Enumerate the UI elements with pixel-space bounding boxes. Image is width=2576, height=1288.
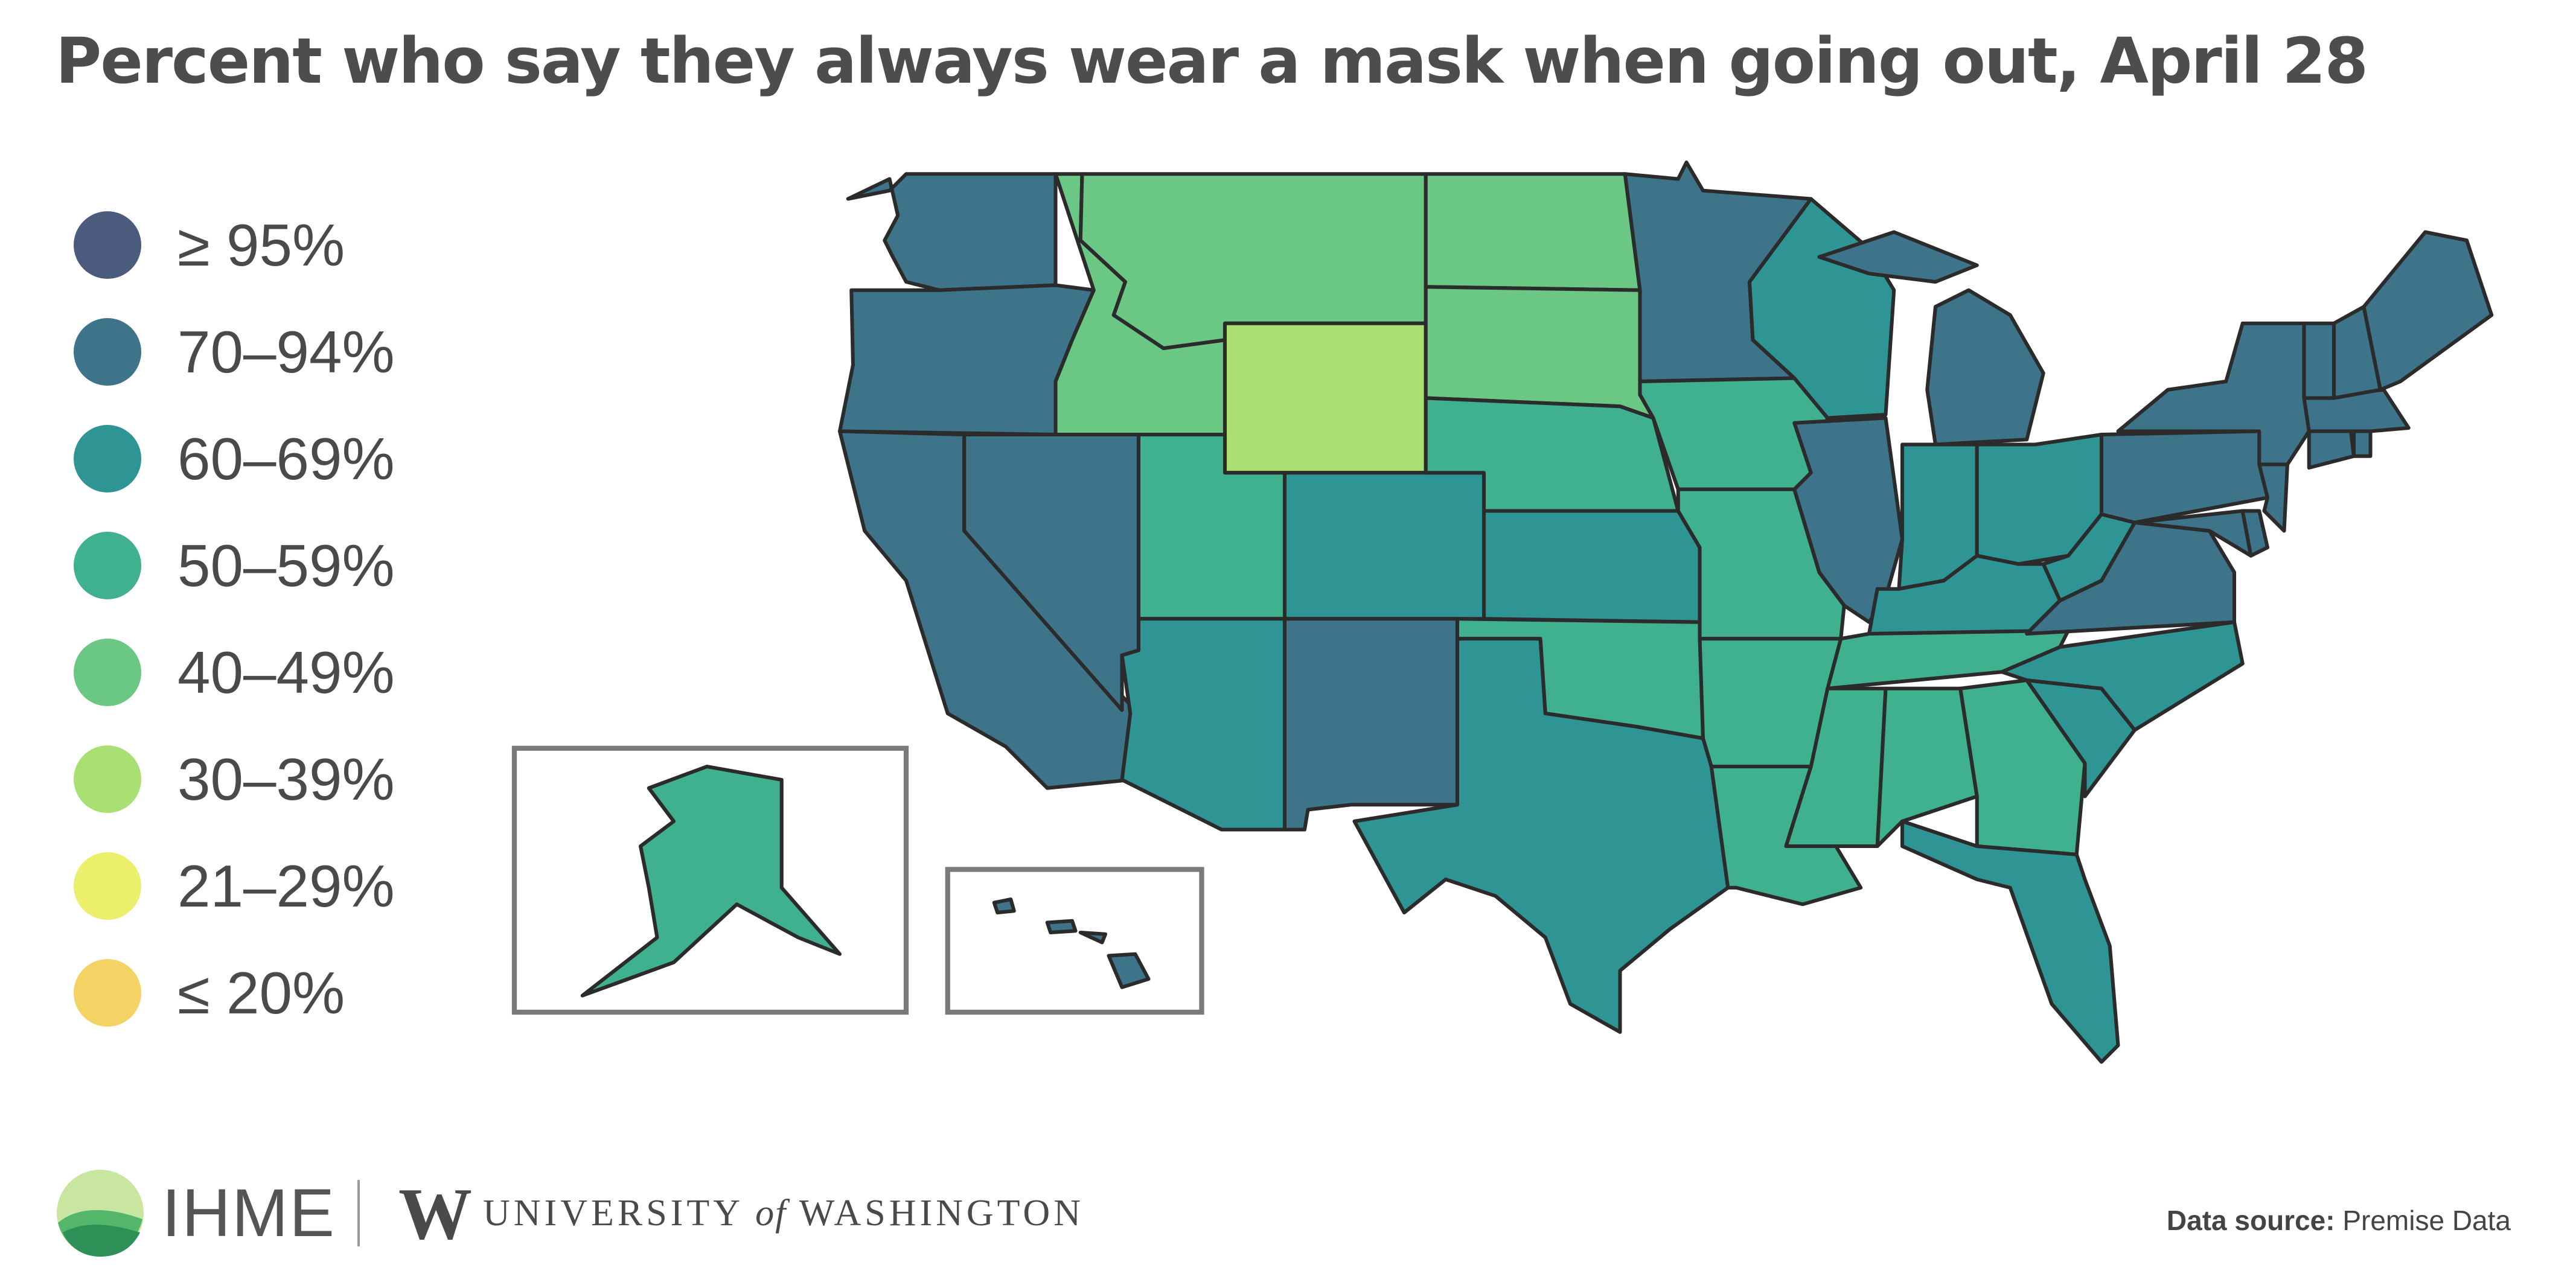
state-AL xyxy=(1875,686,1979,849)
state-TX xyxy=(1352,637,1730,1035)
legend-label: ≤ 20% xyxy=(177,960,345,1026)
legend-swatch xyxy=(74,425,141,493)
legend-item-20-or-less: ≤ 20% xyxy=(74,959,496,1031)
data-source: Data source: Premise Data xyxy=(2167,1204,2511,1237)
legend-label: 30–39% xyxy=(177,746,395,812)
state-PA xyxy=(2099,429,2270,524)
state-IL xyxy=(1792,416,1905,624)
state-ND xyxy=(1424,172,1642,292)
footer-divider xyxy=(357,1180,360,1246)
state-CT xyxy=(2307,426,2356,470)
university-of: of xyxy=(755,1193,787,1234)
state-NM xyxy=(1282,617,1460,832)
legend-swatch xyxy=(74,639,141,706)
legend-item-70-94: 70–94% xyxy=(74,318,496,391)
state-DE xyxy=(2240,509,2270,558)
legend-item-50-59: 50–59% xyxy=(74,532,496,604)
state-VT xyxy=(2302,321,2336,400)
legend-label: 60–69% xyxy=(177,426,395,492)
legend-swatch xyxy=(74,211,141,279)
legend-label: 21–29% xyxy=(177,853,395,919)
legend-label: 50–59% xyxy=(177,532,395,599)
university-name: UNIVERSITY of WASHINGTON xyxy=(483,1192,1084,1235)
state-AK xyxy=(580,764,842,998)
legend-swatch xyxy=(74,532,141,599)
ihme-wordmark: IHME xyxy=(162,1175,336,1251)
legend-swatch xyxy=(74,745,141,813)
state-KY xyxy=(1867,553,2062,636)
state-ME xyxy=(2362,230,2494,392)
legend-item-60-69: 60–69% xyxy=(74,425,496,497)
state-NC xyxy=(1999,620,2245,732)
university-prefix: UNIVERSITY xyxy=(483,1193,743,1234)
state-KS xyxy=(1481,509,1702,624)
legend-swatch xyxy=(74,852,141,920)
legend-label: 40–49% xyxy=(177,639,395,706)
state-CO xyxy=(1282,471,1486,621)
hawaii-inset-frame xyxy=(945,867,1204,1015)
ihme-logo-icon xyxy=(57,1170,144,1257)
state-WY xyxy=(1222,321,1428,475)
legend-item-95-plus: ≥ 95% xyxy=(74,211,496,284)
legend-item-21-29: 21–29% xyxy=(74,852,496,925)
legend-label: 70–94% xyxy=(177,319,395,385)
data-source-value: Premise Data xyxy=(2342,1205,2511,1236)
legend-item-30-39: 30–39% xyxy=(74,745,496,818)
state-HI xyxy=(992,897,1151,989)
legend-swatch xyxy=(74,318,141,386)
state-AZ xyxy=(1120,617,1287,832)
state-RI xyxy=(2351,429,2373,458)
state-MI xyxy=(1817,230,2045,447)
state-WA xyxy=(846,172,1058,292)
data-source-label: Data source: xyxy=(2166,1205,2335,1236)
chart-title: Percent who say they always wear a mask … xyxy=(56,24,2368,98)
legend-item-40-49: 40–49% xyxy=(74,639,496,711)
university-suffix: WASHINGTON xyxy=(799,1193,1084,1234)
legend-swatch xyxy=(74,959,141,1027)
legend-label: ≥ 95% xyxy=(177,212,345,278)
uw-w-logo: W xyxy=(398,1173,472,1255)
state-FL xyxy=(1900,819,2120,1064)
